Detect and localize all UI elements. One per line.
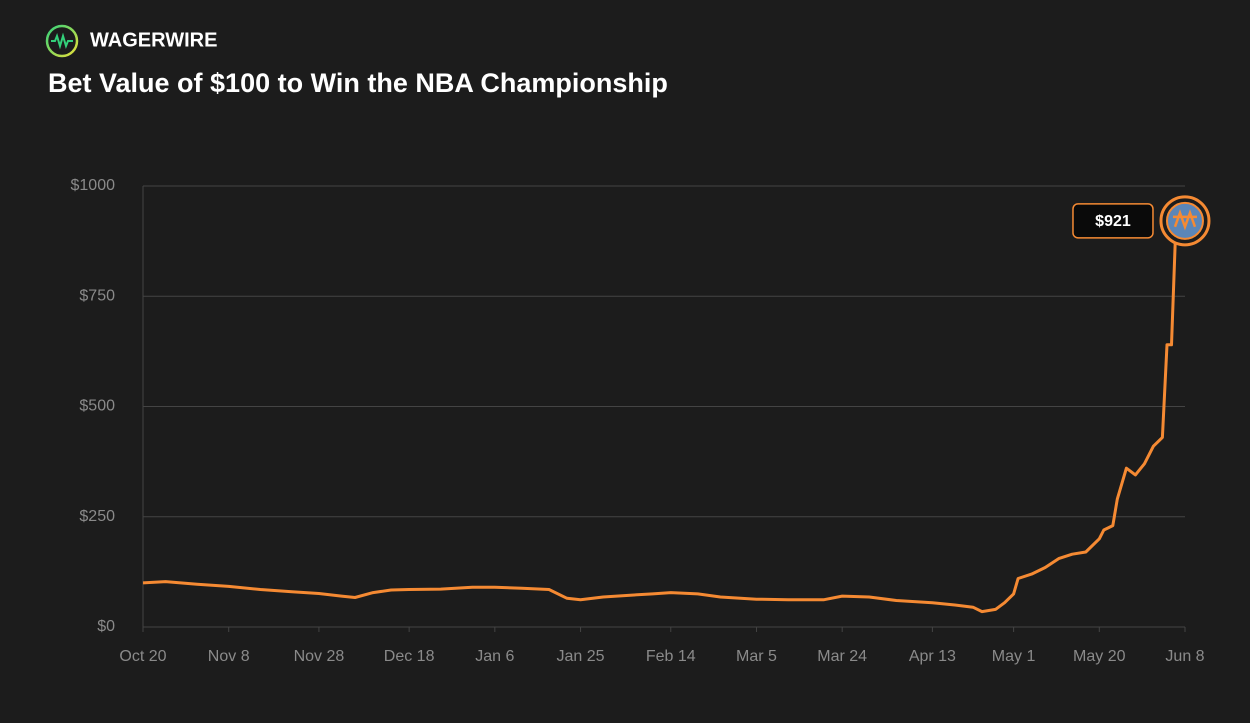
team-logo xyxy=(1165,201,1204,240)
x-tick-label: May 1 xyxy=(992,648,1036,665)
x-tick-label: May 20 xyxy=(1073,648,1126,665)
x-tick-label: Jan 25 xyxy=(557,648,605,665)
x-tick-label: Apr 13 xyxy=(909,648,956,665)
x-tick-label: Oct 20 xyxy=(119,648,166,665)
x-tick-label: Nov 28 xyxy=(294,648,345,665)
value-label: $921 xyxy=(1095,213,1131,230)
x-tick-label: Jan 6 xyxy=(475,648,514,665)
y-tick-label: $250 xyxy=(79,508,115,525)
x-tick-label: Feb 14 xyxy=(646,648,696,665)
chart-title: Bet Value of $100 to Win the NBA Champio… xyxy=(48,68,668,98)
end-marker xyxy=(1159,195,1211,247)
line xyxy=(142,220,1178,614)
x-tick-label: Nov 8 xyxy=(208,648,250,665)
y-tick-label: $500 xyxy=(79,398,115,415)
team-logo-mark xyxy=(1172,209,1197,231)
brand: WAGERWIRE xyxy=(90,29,217,51)
x-tick-label: Jun 8 xyxy=(1165,648,1204,665)
value-label-box xyxy=(1072,203,1154,239)
x-tick-label: Mar 5 xyxy=(736,648,777,665)
y-tick-label: $750 xyxy=(79,287,115,304)
y-tick-label: $0 xyxy=(97,618,115,635)
x-tick-label: Dec 18 xyxy=(384,648,435,665)
logo xyxy=(45,24,79,58)
y-tick-label: $1000 xyxy=(71,177,116,194)
x-tick-label: Mar 24 xyxy=(817,648,867,665)
